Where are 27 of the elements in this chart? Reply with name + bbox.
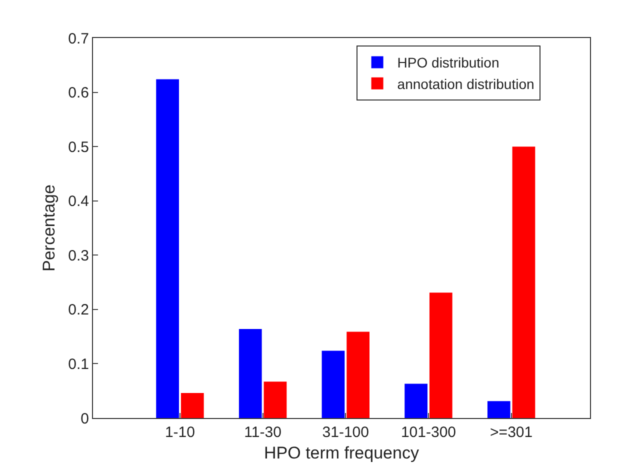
bar	[264, 382, 287, 418]
bar	[238, 328, 262, 418]
bar	[346, 332, 370, 418]
legend-label: HPO distribution	[397, 54, 500, 71]
x-tick-label: 31-100	[322, 424, 369, 441]
y-tick-label: 0.4	[68, 193, 89, 210]
bar	[156, 79, 179, 418]
y-tick-label: 0	[80, 410, 89, 428]
y-tick-label: 0.3	[68, 247, 89, 264]
y-tick-label: 0.2	[68, 302, 89, 319]
x-tick-label: 1-10	[164, 424, 195, 441]
bar	[512, 146, 536, 418]
x-tick-label: >=301	[490, 424, 533, 441]
bar	[322, 350, 345, 418]
y-tick-label: 0.6	[68, 84, 89, 102]
legend-label: annotation distribution	[397, 76, 534, 92]
x-axis-title: HPO term frequency	[264, 443, 420, 462]
y-axis-title: Percentage	[40, 184, 59, 272]
bar	[487, 401, 510, 418]
y-tick-label: 0.5	[68, 138, 89, 156]
bar	[404, 384, 428, 418]
y-tick-label: 0.1	[68, 356, 89, 373]
x-tick-label: 11-30	[244, 424, 282, 441]
bar	[180, 393, 204, 418]
bar	[429, 292, 452, 418]
x-tick-label: 101-300	[400, 424, 456, 441]
y-tick-label: 0.7	[68, 30, 89, 48]
